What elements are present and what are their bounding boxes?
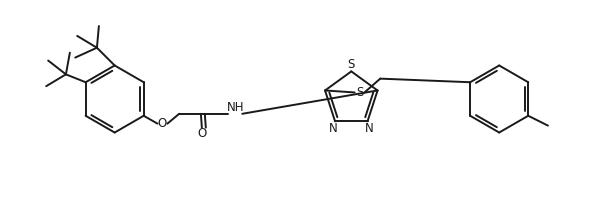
Text: N: N <box>329 122 338 135</box>
Text: O: O <box>158 117 167 130</box>
Text: N: N <box>365 122 374 135</box>
Text: S: S <box>356 86 363 99</box>
Text: O: O <box>198 127 207 140</box>
Text: S: S <box>348 58 355 71</box>
Text: NH: NH <box>226 101 244 114</box>
